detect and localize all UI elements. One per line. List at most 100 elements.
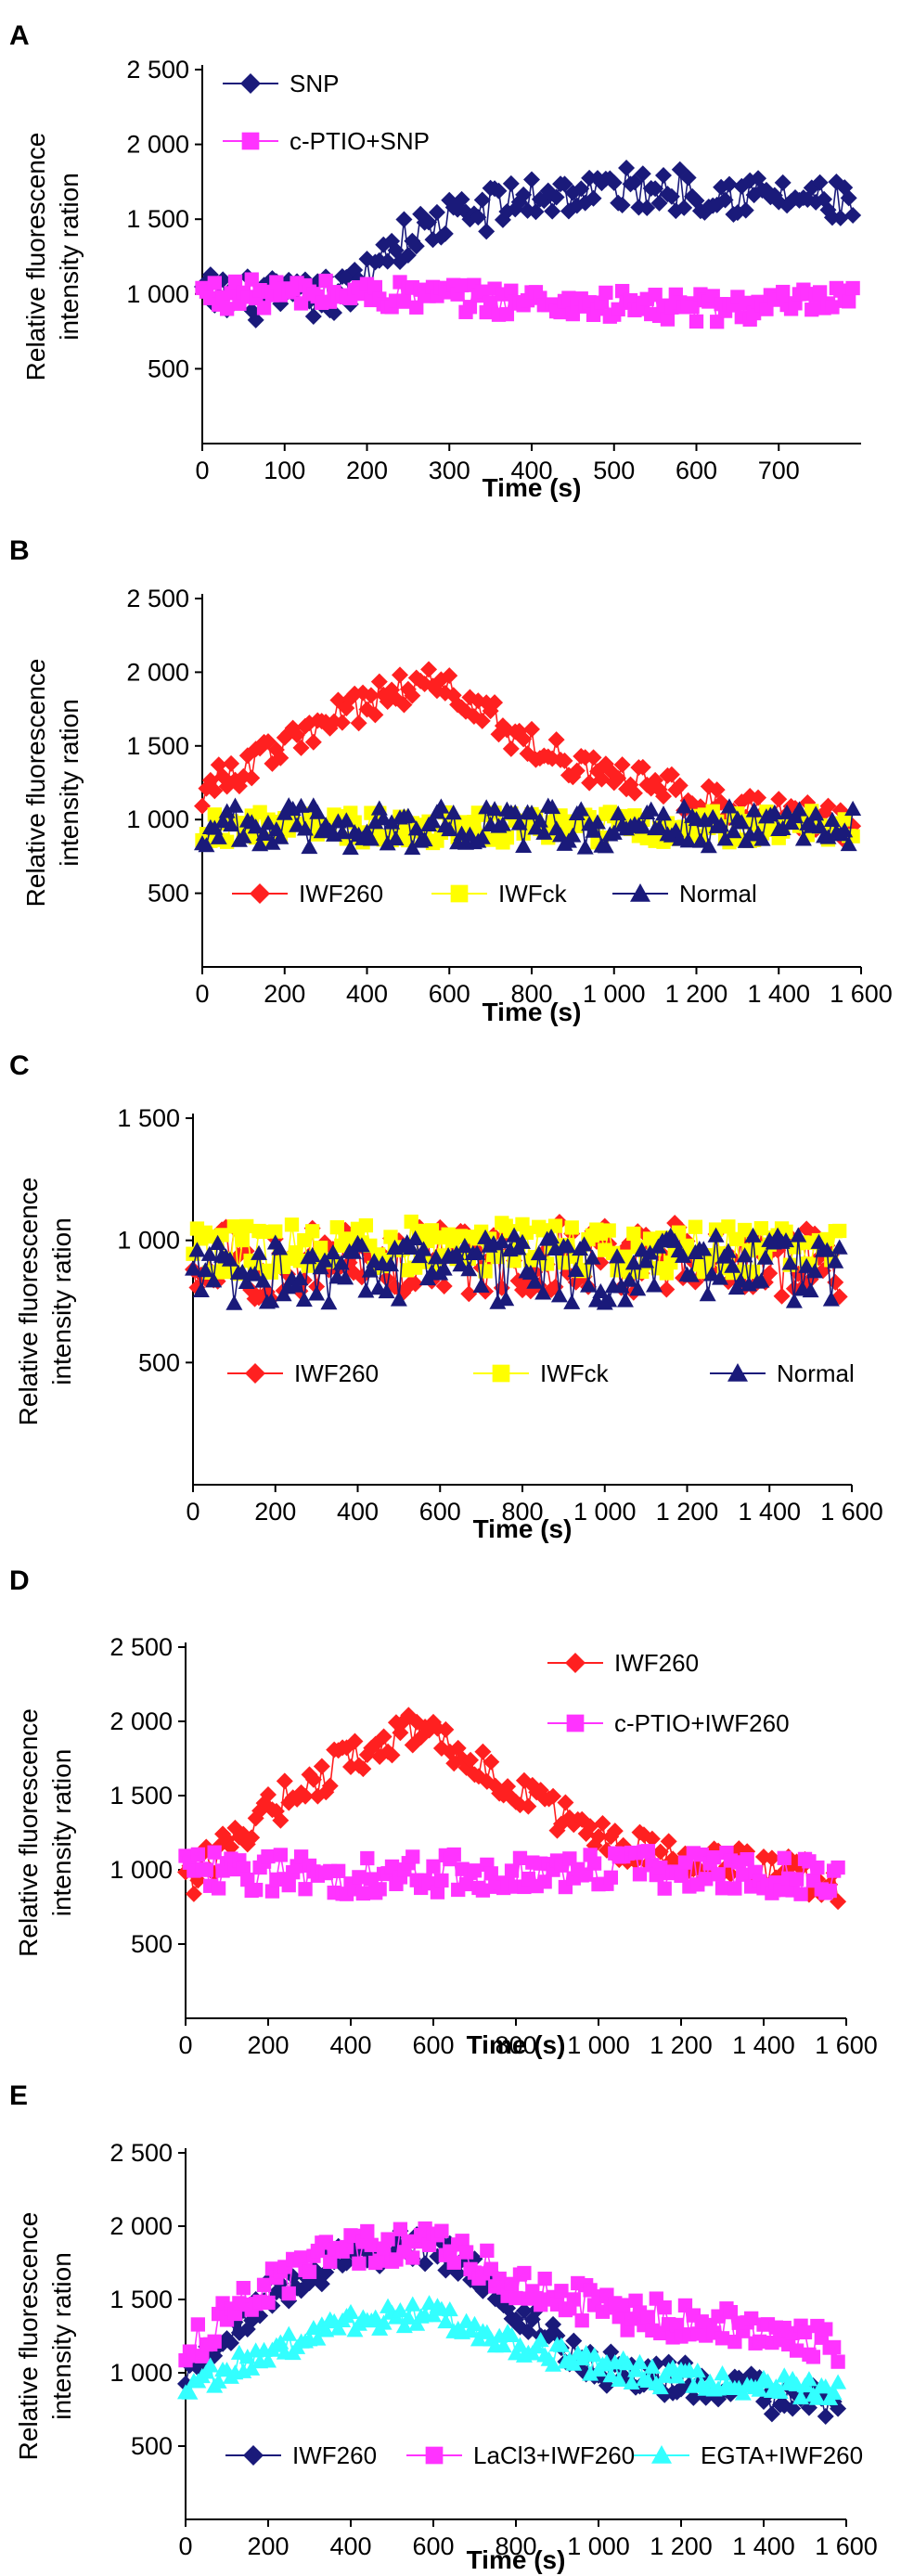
data-point: [602, 2367, 620, 2383]
x-tick-label: 600: [429, 980, 470, 1008]
data-point: [552, 2337, 570, 2352]
data-point: [650, 780, 668, 798]
data-point: [293, 2250, 309, 2265]
data-point: [592, 1282, 610, 1299]
data-point: [586, 1856, 602, 1871]
data-point: [634, 165, 651, 183]
data-point: [532, 2331, 549, 2348]
data-point: [404, 2296, 421, 2312]
data-point: [526, 1273, 544, 1289]
data-point: [469, 1244, 486, 1260]
data-point: [609, 1248, 626, 1264]
data-point: [452, 1256, 470, 1272]
data-point: [395, 2317, 413, 2334]
x-tick-label: 800: [501, 1498, 543, 1526]
y-axis-title: Relative fluorescence: [21, 133, 50, 381]
data-point: [441, 820, 458, 837]
data-point: [830, 1893, 847, 1911]
legend: SNP c-PTIO+SNP: [223, 70, 430, 155]
y-axis-title: intensity ration: [55, 699, 84, 867]
data-point: [219, 302, 235, 316]
data-point: [333, 824, 351, 840]
x-tick-label: 600: [676, 457, 717, 484]
data-point: [426, 1859, 441, 1874]
legend: IWF260 c-PTIO+IWF260: [547, 1649, 790, 1737]
y-tick-label: 2 500: [109, 2139, 173, 2167]
data-point: [243, 1829, 261, 1847]
data-point: [742, 2365, 760, 2383]
y-axis-title: Relative fluorescence: [14, 1708, 43, 1957]
data-point: [585, 822, 602, 838]
data-point: [544, 750, 561, 767]
data-point: [261, 1848, 276, 1864]
data-point: [227, 2306, 243, 2322]
data-point: [226, 1819, 244, 1836]
data-point: [271, 1240, 289, 1256]
x-axis-title: Time (s): [473, 1514, 573, 1543]
legend-label: Normal: [679, 880, 757, 908]
data-point: [582, 2365, 599, 2381]
data-point: [473, 191, 491, 209]
data-point: [434, 1873, 449, 1888]
data-point: [721, 798, 738, 814]
data-point: [458, 2245, 474, 2260]
y-tick-label: 2 500: [126, 56, 189, 84]
data-point: [495, 2337, 512, 2353]
data-point: [515, 837, 533, 854]
y-tick-label: 1 500: [109, 2286, 173, 2313]
data-point: [543, 1228, 560, 1244]
data-point: [444, 805, 462, 820]
data-point: [643, 1830, 661, 1848]
data-point: [506, 1227, 523, 1243]
x-tick-label: 700: [758, 457, 800, 484]
data-point: [770, 791, 788, 808]
data-point: [321, 1777, 339, 1795]
x-axis-title: Time (s): [483, 998, 582, 1026]
data-point: [353, 1269, 370, 1286]
data-point: [360, 2223, 375, 2239]
data-point: [430, 1885, 445, 1900]
x-tick-label: 400: [510, 457, 552, 484]
data-point: [337, 1269, 354, 1285]
data-point: [395, 1712, 413, 1730]
data-point: [560, 1809, 578, 1826]
data-point: [200, 1245, 218, 1261]
data-point: [810, 1860, 825, 1875]
data-point: [794, 831, 812, 846]
data-point: [436, 225, 454, 242]
data-point: [357, 1282, 375, 1298]
data-point: [556, 752, 573, 769]
data-point: [771, 2383, 789, 2399]
data-point: [621, 1271, 638, 1287]
y-axis-title: intensity ration: [55, 173, 84, 341]
data-point: [688, 1219, 703, 1234]
data-point: [515, 730, 533, 748]
data-point: [774, 174, 792, 191]
data-point: [441, 2300, 458, 2317]
data-point: [785, 1293, 803, 1308]
data-point: [486, 801, 504, 817]
data-point: [679, 832, 697, 848]
legend: IWF260 IWFck Normal: [232, 880, 757, 908]
data-point: [797, 2325, 813, 2340]
data-point: [493, 1233, 510, 1249]
data-point: [689, 2362, 706, 2378]
data-point: [321, 719, 339, 737]
legend-label: IWF260: [292, 2441, 377, 2469]
data-point: [222, 2334, 239, 2351]
series-c-ptio-snp: [195, 272, 860, 329]
data-point: [763, 1849, 780, 1867]
data-point: [618, 159, 636, 176]
data-point: [207, 2334, 222, 2349]
data-point: [317, 1784, 335, 1801]
data-point: [734, 2385, 752, 2401]
x-tick-label: 1 000: [567, 2031, 630, 2059]
data-point: [648, 288, 663, 303]
data-point: [655, 805, 672, 821]
y-axis-title: Relative fluorescence: [14, 1178, 43, 1426]
data-point: [207, 276, 222, 290]
data-point: [716, 831, 734, 846]
data-point: [473, 829, 491, 844]
data-point: [685, 2389, 702, 2406]
data-point: [254, 1272, 272, 1288]
